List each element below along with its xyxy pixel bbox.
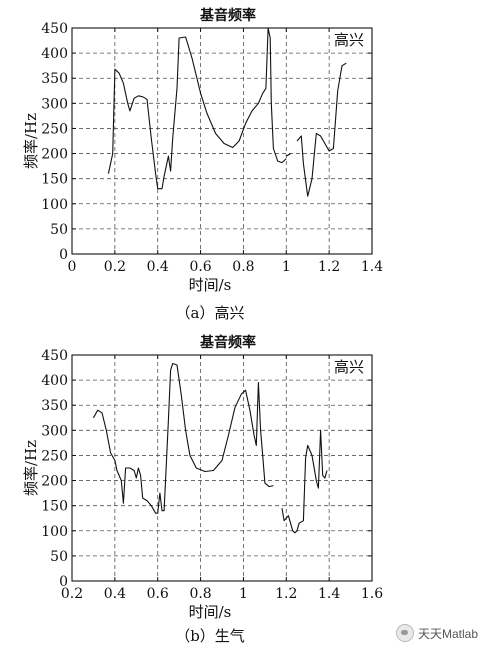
emotion-annotation: 高兴 xyxy=(334,358,364,376)
pitch-contour-line xyxy=(107,27,287,190)
watermark: 天天Matlab xyxy=(395,624,478,642)
y-tick-label: 450 xyxy=(41,348,68,364)
pitch-contour-line xyxy=(281,429,328,534)
x-tick-label: 0.8 xyxy=(189,586,211,602)
plot-frame xyxy=(71,27,373,255)
y-axis-label: 频率/Hz xyxy=(22,440,40,496)
y-tick-label: 250 xyxy=(41,121,68,137)
x-axis-label: 时间/s xyxy=(189,603,232,621)
y-tick-label: 300 xyxy=(41,96,68,112)
x-tick-label: 1 xyxy=(239,586,248,602)
pitch-contour-line xyxy=(286,153,291,157)
wechat-icon xyxy=(395,624,414,642)
y-tick-label: 350 xyxy=(41,398,68,414)
x-tick-label: 1.4 xyxy=(361,259,383,275)
x-tick-label: 1 xyxy=(282,259,291,275)
x-tick-label: 0.4 xyxy=(104,586,126,602)
y-tick-label: 50 xyxy=(50,549,68,565)
y-tick-label: 250 xyxy=(41,448,68,464)
y-tick-label: 450 xyxy=(41,21,68,37)
x-tick-label: 0.6 xyxy=(189,259,211,275)
chart-title: 基音频率 xyxy=(200,334,256,351)
y-tick-label: 200 xyxy=(41,474,68,490)
y-tick-label: 150 xyxy=(41,499,68,515)
y-tick-label: 0 xyxy=(59,247,68,263)
figure-caption: （a）高兴 xyxy=(176,304,245,322)
x-tick-label: 1.4 xyxy=(318,586,340,602)
y-tick-label: 300 xyxy=(41,423,68,439)
figure-caption: （b）生气 xyxy=(175,627,245,645)
plot-frame xyxy=(71,354,373,582)
y-tick-label: 50 xyxy=(50,222,68,238)
y-tick-label: 200 xyxy=(41,147,68,163)
chart-a: 0 0.2 0.4 0.6 0.8 1 1.2 1.4 0 50 100 150 200 250 300 35… xyxy=(22,7,383,322)
x-tick-label: 0.2 xyxy=(104,259,126,275)
chart-title: 基音频率 xyxy=(200,7,256,24)
chart-b: 0.2 0.4 0.6 0.8 1 1.2 1.4 1.6 0 50 100 150 200 250 300… xyxy=(22,334,383,645)
x-axis-label: 时间/s xyxy=(189,276,232,294)
x-tick-label: 0 xyxy=(68,259,77,275)
y-tick-label: 150 xyxy=(41,172,68,188)
y-tick-label: 400 xyxy=(41,373,68,389)
watermark-text: 天天Matlab xyxy=(417,626,478,641)
x-tick-label: 0.8 xyxy=(232,259,254,275)
y-tick-label: 100 xyxy=(41,524,68,540)
x-tick-label: 0.2 xyxy=(61,586,83,602)
y-tick-label: 0 xyxy=(59,574,68,590)
x-tick-label: 0.6 xyxy=(147,586,169,602)
x-tick-label: 0.4 xyxy=(147,259,169,275)
y-axis-label: 频率/Hz xyxy=(22,113,40,169)
x-tick-label: 1.6 xyxy=(361,586,383,602)
pitch-contour-line xyxy=(296,62,347,197)
emotion-annotation: 高兴 xyxy=(334,31,364,49)
y-tick-label: 350 xyxy=(41,71,68,87)
y-tick-label: 400 xyxy=(41,46,68,62)
pitch-contour-line xyxy=(92,362,274,514)
x-tick-label: 1.2 xyxy=(318,259,340,275)
x-tick-label: 1.2 xyxy=(275,586,297,602)
y-tick-label: 100 xyxy=(41,197,68,213)
